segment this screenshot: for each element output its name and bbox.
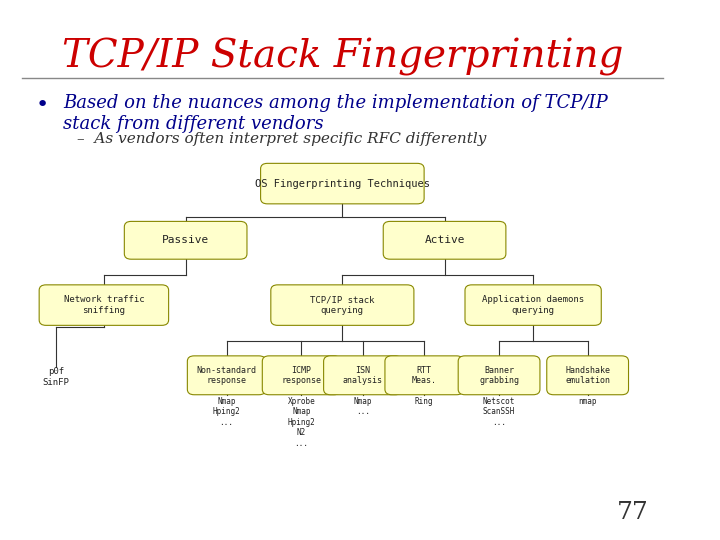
Text: Nmap
Hping2
...: Nmap Hping2 ... xyxy=(212,397,240,427)
Text: –  As vendors often interpret specific RFC differently: – As vendors often interpret specific RF… xyxy=(76,132,486,146)
Text: p0f
SinFP: p0f SinFP xyxy=(42,367,70,387)
Text: Non-standard
response: Non-standard response xyxy=(197,366,256,385)
Text: TCP/IP stack
querying: TCP/IP stack querying xyxy=(310,295,374,315)
FancyBboxPatch shape xyxy=(458,356,540,395)
Text: Ring: Ring xyxy=(415,397,433,406)
Text: TCP/IP Stack Fingerprinting: TCP/IP Stack Fingerprinting xyxy=(62,38,623,76)
Text: RTT
Meas.: RTT Meas. xyxy=(412,366,436,385)
FancyBboxPatch shape xyxy=(323,356,402,395)
FancyBboxPatch shape xyxy=(383,221,506,259)
FancyBboxPatch shape xyxy=(385,356,463,395)
Text: Netscot
ScanSSH
...: Netscot ScanSSH ... xyxy=(483,397,516,427)
FancyBboxPatch shape xyxy=(125,221,247,259)
FancyBboxPatch shape xyxy=(187,356,266,395)
Text: 77: 77 xyxy=(617,501,649,524)
FancyBboxPatch shape xyxy=(271,285,414,325)
Text: nmap: nmap xyxy=(578,397,597,406)
FancyBboxPatch shape xyxy=(261,163,424,204)
Text: Network traffic
sniffing: Network traffic sniffing xyxy=(63,295,144,315)
Text: Nmap
...: Nmap ... xyxy=(354,397,372,416)
FancyBboxPatch shape xyxy=(262,356,341,395)
FancyBboxPatch shape xyxy=(39,285,168,325)
Text: Application daemons
querying: Application daemons querying xyxy=(482,295,584,315)
Text: Xprobe
Nmap
Hping2
N2
...: Xprobe Nmap Hping2 N2 ... xyxy=(287,397,315,448)
FancyBboxPatch shape xyxy=(465,285,601,325)
Text: Passive: Passive xyxy=(162,235,210,245)
Text: Based on the nuances among the implementation of TCP/IP
stack from different ven: Based on the nuances among the implement… xyxy=(63,94,608,133)
Text: Handshake
emulation: Handshake emulation xyxy=(565,366,610,385)
Text: Banner
grabbing: Banner grabbing xyxy=(479,366,519,385)
Text: Active: Active xyxy=(424,235,465,245)
Text: OS Fingerprinting Techniques: OS Fingerprinting Techniques xyxy=(255,179,430,188)
Text: •: • xyxy=(36,94,49,114)
FancyBboxPatch shape xyxy=(546,356,629,395)
Text: ICMP
response: ICMP response xyxy=(282,366,321,385)
Text: ISN
analysis: ISN analysis xyxy=(343,366,383,385)
